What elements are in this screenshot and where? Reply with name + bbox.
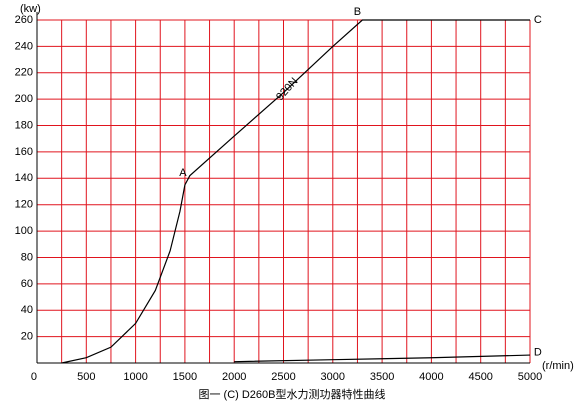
line [61,19,530,364]
y-tick-label: 120 [15,199,33,211]
y-tick-label: 40 [21,304,33,316]
chart-title: 图一 (C) D260B型水力测功器特性曲线 [198,387,385,401]
x-axis-label: (r/min) [542,360,574,372]
x-tick-label: 1500 [173,371,197,383]
line [234,354,531,363]
y-tick-label: 160 [15,146,33,158]
x-tick-label: 3500 [370,371,394,383]
x-tick-label: 3000 [321,371,345,383]
y-tick-label: 200 [15,93,33,105]
x-tick-label: 4500 [468,371,492,383]
annotation: D [534,346,542,358]
y-tick-label: 180 [15,119,33,131]
y-tick-label: 20 [21,331,33,343]
x-tick-label: 500 [77,371,95,383]
x-tick-label: 2000 [222,371,246,383]
x-tick-label: 2500 [271,371,295,383]
x-tick-label: 0 [31,371,37,383]
y-tick-label: 100 [15,225,33,237]
y-tick-label: 80 [21,251,33,263]
annotation: B [354,6,361,18]
x-tick-label: 1000 [123,371,147,383]
y-tick-label: 60 [21,278,33,290]
y-tick-label: 140 [15,172,33,184]
x-tick-label: 5000 [518,371,542,383]
y-tick-label: 260 [15,14,33,26]
y-tick-label: 220 [15,67,33,79]
annotation: C [534,14,542,26]
y-axis-label: (kw) [20,3,41,15]
x-tick-label: 4000 [419,371,443,383]
annotation: A [179,167,187,179]
y-tick-label: 240 [15,40,33,52]
